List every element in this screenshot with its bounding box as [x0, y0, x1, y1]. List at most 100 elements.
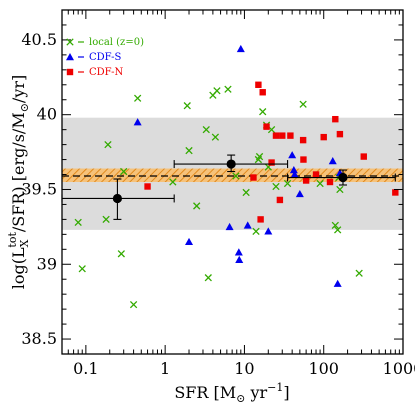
local-z-0-point — [334, 226, 342, 234]
x-tick-label: 1 — [160, 359, 170, 378]
cdf-s-point — [333, 279, 342, 287]
orange-band — [62, 168, 403, 182]
local-z-0-point — [185, 146, 193, 155]
local-z-0-point — [224, 85, 232, 93]
points-layer — [74, 44, 399, 309]
y-axis-title: log(LXtot/SFR) [erg/s/M⊙/yr] — [6, 75, 31, 290]
cdf-n-point — [250, 174, 257, 181]
legend-entry: local (z=0) — [66, 37, 144, 48]
binned-mean-marker — [338, 172, 348, 183]
cdf-n-point — [276, 196, 284, 204]
cdf-n-point — [326, 178, 334, 186]
cdf-n-point — [272, 132, 280, 139]
cdf-s-point — [235, 255, 244, 263]
legend-marker — [66, 53, 74, 61]
cdf-n-point — [268, 159, 275, 166]
local-z-0-point — [331, 221, 339, 230]
local-z-0-point — [299, 100, 307, 108]
local-z-0-point — [104, 140, 112, 149]
local-z-0-point — [129, 300, 138, 309]
local-z-0-point — [259, 108, 267, 116]
cdf-s-point — [295, 189, 304, 198]
cdf-n-point — [255, 81, 262, 88]
legend-label: CDF-S — [89, 52, 122, 63]
binned-means-layer — [61, 154, 396, 220]
local-z-0-point — [355, 269, 363, 277]
local-z-0-point — [272, 182, 280, 191]
cdf-n-point — [299, 136, 307, 144]
cdf-n-point — [336, 130, 344, 138]
local-z-0-point — [202, 125, 210, 134]
binned-mean-2 — [173, 154, 289, 173]
tick-labels-layer: 0.1 1 10 100 1000 38.5 39 39.5 40 40.5 — [21, 30, 415, 378]
cdf-n-point — [263, 123, 270, 130]
legend: local (z=0) CDF-S CDF-N — [66, 37, 144, 78]
legend-marker — [66, 68, 74, 76]
y-tick-label: 40.5 — [21, 30, 57, 49]
cdf-n-point — [259, 89, 266, 96]
local-z-0-point — [283, 179, 292, 188]
x-axis-title: SFR [M⊙ yr−1] — [174, 381, 289, 405]
y-tick-label: 40 — [37, 105, 57, 124]
local-z-0-point — [120, 167, 128, 176]
y-tick-label: 38.5 — [21, 329, 57, 348]
legend-marker — [66, 38, 74, 46]
cdf-s-point — [289, 166, 298, 174]
cdf-n-point — [320, 133, 327, 141]
binned-mean-marker — [112, 193, 123, 204]
cdf-n-point — [144, 183, 151, 190]
cdf-s-point — [290, 170, 299, 178]
cdf-n-point — [332, 115, 339, 123]
local-z-0-point — [78, 265, 86, 273]
y-tick-label: 39 — [37, 254, 57, 273]
cdf-s-point — [243, 221, 252, 229]
cdf-s-point — [225, 222, 234, 231]
x-tick-label: 1000 — [383, 359, 415, 378]
cdf-s-point — [133, 118, 142, 126]
local-z-0-point — [169, 178, 177, 186]
cdf-n-point — [300, 156, 307, 163]
cdf-s-point — [288, 151, 297, 159]
local-z-0-point — [193, 202, 201, 210]
cdf-n-point — [302, 177, 310, 184]
y-tick-label: 39.5 — [21, 179, 57, 198]
cdf-n-point — [312, 171, 320, 178]
cdf-n-point — [257, 216, 264, 223]
legend-label: local (z=0) — [89, 37, 144, 48]
bands-layer — [62, 117, 403, 230]
local-z-0-point — [133, 94, 142, 102]
x-tick-label: 100 — [308, 359, 339, 378]
x-tick-label: 0.1 — [73, 359, 98, 378]
local-z-0-point — [232, 172, 240, 180]
legend-label: CDF-N — [89, 67, 124, 78]
cdf-n-point — [287, 132, 294, 139]
cdf-n-point — [279, 132, 286, 139]
cdf-s-point — [328, 157, 337, 165]
cdf-s-point — [236, 44, 245, 53]
local-z-0-point — [316, 179, 324, 188]
local-z-0-point — [252, 227, 260, 236]
binned-mean-1 — [61, 178, 175, 220]
cdf-s-point — [185, 237, 194, 246]
local-z-0-point — [183, 102, 191, 110]
local-z-0-point — [255, 152, 264, 161]
local-z-0-point — [102, 215, 110, 224]
ticks-layer — [61, 9, 404, 355]
local-z-0-point — [213, 87, 221, 95]
local-z-0-point — [211, 133, 220, 141]
local-z-0-point — [117, 250, 125, 258]
local-z-0-point — [242, 188, 250, 197]
binned-mean-3 — [287, 169, 396, 186]
cdf-s-point — [234, 248, 243, 256]
binned-mean-marker — [226, 159, 236, 169]
cdf-n-point — [360, 153, 367, 160]
cdf-s-point — [264, 227, 273, 235]
cdf-n-point — [392, 189, 399, 196]
local-z-0-point — [336, 185, 344, 194]
local-z-0-point — [204, 274, 212, 282]
legend-entry: CDF-S — [66, 52, 122, 63]
x-tick-label: 10 — [234, 359, 254, 378]
legend-entry: CDF-N — [66, 67, 124, 78]
local-z-0-point — [74, 218, 82, 227]
